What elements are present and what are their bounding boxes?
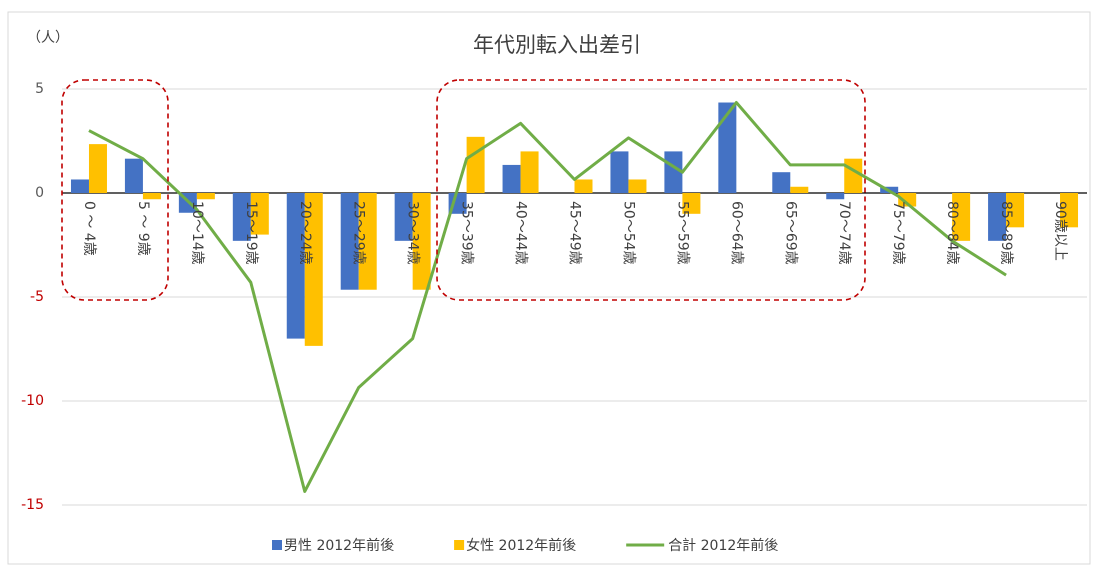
bar xyxy=(196,193,215,200)
bar xyxy=(394,193,413,241)
bar xyxy=(358,193,377,290)
x-tick-label: 75～79歳 xyxy=(890,201,906,265)
y-unit-label: （人） xyxy=(27,30,69,46)
x-tick-label: 20～24歳 xyxy=(297,201,313,265)
x-tick-label: 0 ～ 4歳 xyxy=(81,201,97,256)
bar xyxy=(250,193,269,235)
highlight-box xyxy=(61,79,169,301)
x-tick-label: 5 ～ 9歳 xyxy=(135,201,151,256)
bar xyxy=(988,193,1007,241)
highlight-box xyxy=(436,79,866,301)
y-tick-label: -10 xyxy=(21,393,44,409)
bar xyxy=(88,144,107,193)
bar xyxy=(1006,193,1025,228)
bar xyxy=(124,158,143,193)
bar xyxy=(772,172,791,193)
y-tick-label: -15 xyxy=(21,497,44,513)
x-tick-label: 60～64歳 xyxy=(728,201,744,265)
bar xyxy=(304,193,323,346)
bar xyxy=(520,151,539,193)
x-tick-label: 45～49歳 xyxy=(567,201,583,265)
x-tick-label: 15～19歳 xyxy=(243,201,259,265)
legend-swatch xyxy=(272,540,282,550)
bar xyxy=(1060,193,1079,228)
bar xyxy=(628,179,647,193)
x-tick-label: 65～69歳 xyxy=(782,201,798,265)
legend-swatch xyxy=(454,540,465,550)
chart-frame xyxy=(7,11,1091,565)
legend-label: 女性 2012年前後 xyxy=(466,537,576,554)
bar xyxy=(718,102,737,193)
plot-area: 5 0 -5 -10 -15 0 ～ 4歳 5 ～ 9歳 10～14歳 15～19歳 20～24歳… xyxy=(21,81,1087,513)
bar xyxy=(790,186,809,193)
bar xyxy=(610,151,629,193)
y-tick-label: 5 xyxy=(35,81,44,97)
bar xyxy=(664,151,683,193)
legend: 男性 2012年前後 女性 2012年前後 合計 2012年前後 xyxy=(272,537,778,554)
bar xyxy=(682,193,701,214)
bar xyxy=(574,179,593,193)
bar xyxy=(898,193,917,207)
bar xyxy=(826,193,845,200)
bar xyxy=(286,193,305,339)
x-tick-label: 55～59歳 xyxy=(674,201,690,265)
x-tick-label: 80～84歳 xyxy=(944,201,960,265)
bar xyxy=(952,193,971,241)
bar xyxy=(142,193,161,200)
y-tick-label: 0 xyxy=(35,185,44,201)
line-series xyxy=(88,101,1007,493)
bar xyxy=(340,193,359,290)
x-tick-label: 90歳以上 xyxy=(1052,201,1068,261)
bar xyxy=(844,158,863,193)
x-tick-label: 40～44歳 xyxy=(513,201,529,265)
bar xyxy=(466,136,485,193)
x-tick-label: 70～74歳 xyxy=(836,201,852,265)
bar xyxy=(502,164,521,193)
bar xyxy=(232,193,251,241)
x-tick-label: 50～54歳 xyxy=(620,201,636,265)
bar xyxy=(412,193,431,290)
x-tick-label: 85～89歳 xyxy=(998,201,1014,265)
x-tick-label: 35～39歳 xyxy=(459,201,475,265)
x-tick-label: 30～34歳 xyxy=(405,201,421,265)
legend-label: 男性 2012年前後 xyxy=(284,537,394,554)
bar xyxy=(70,179,89,193)
y-tick-label: -5 xyxy=(30,289,44,305)
legend-label: 合計 2012年前後 xyxy=(668,537,778,554)
x-tick-label: 25～29歳 xyxy=(351,201,367,265)
x-tick-label: 10～14歳 xyxy=(189,201,205,265)
chart-title: 年代別転入出差引 xyxy=(473,33,641,57)
